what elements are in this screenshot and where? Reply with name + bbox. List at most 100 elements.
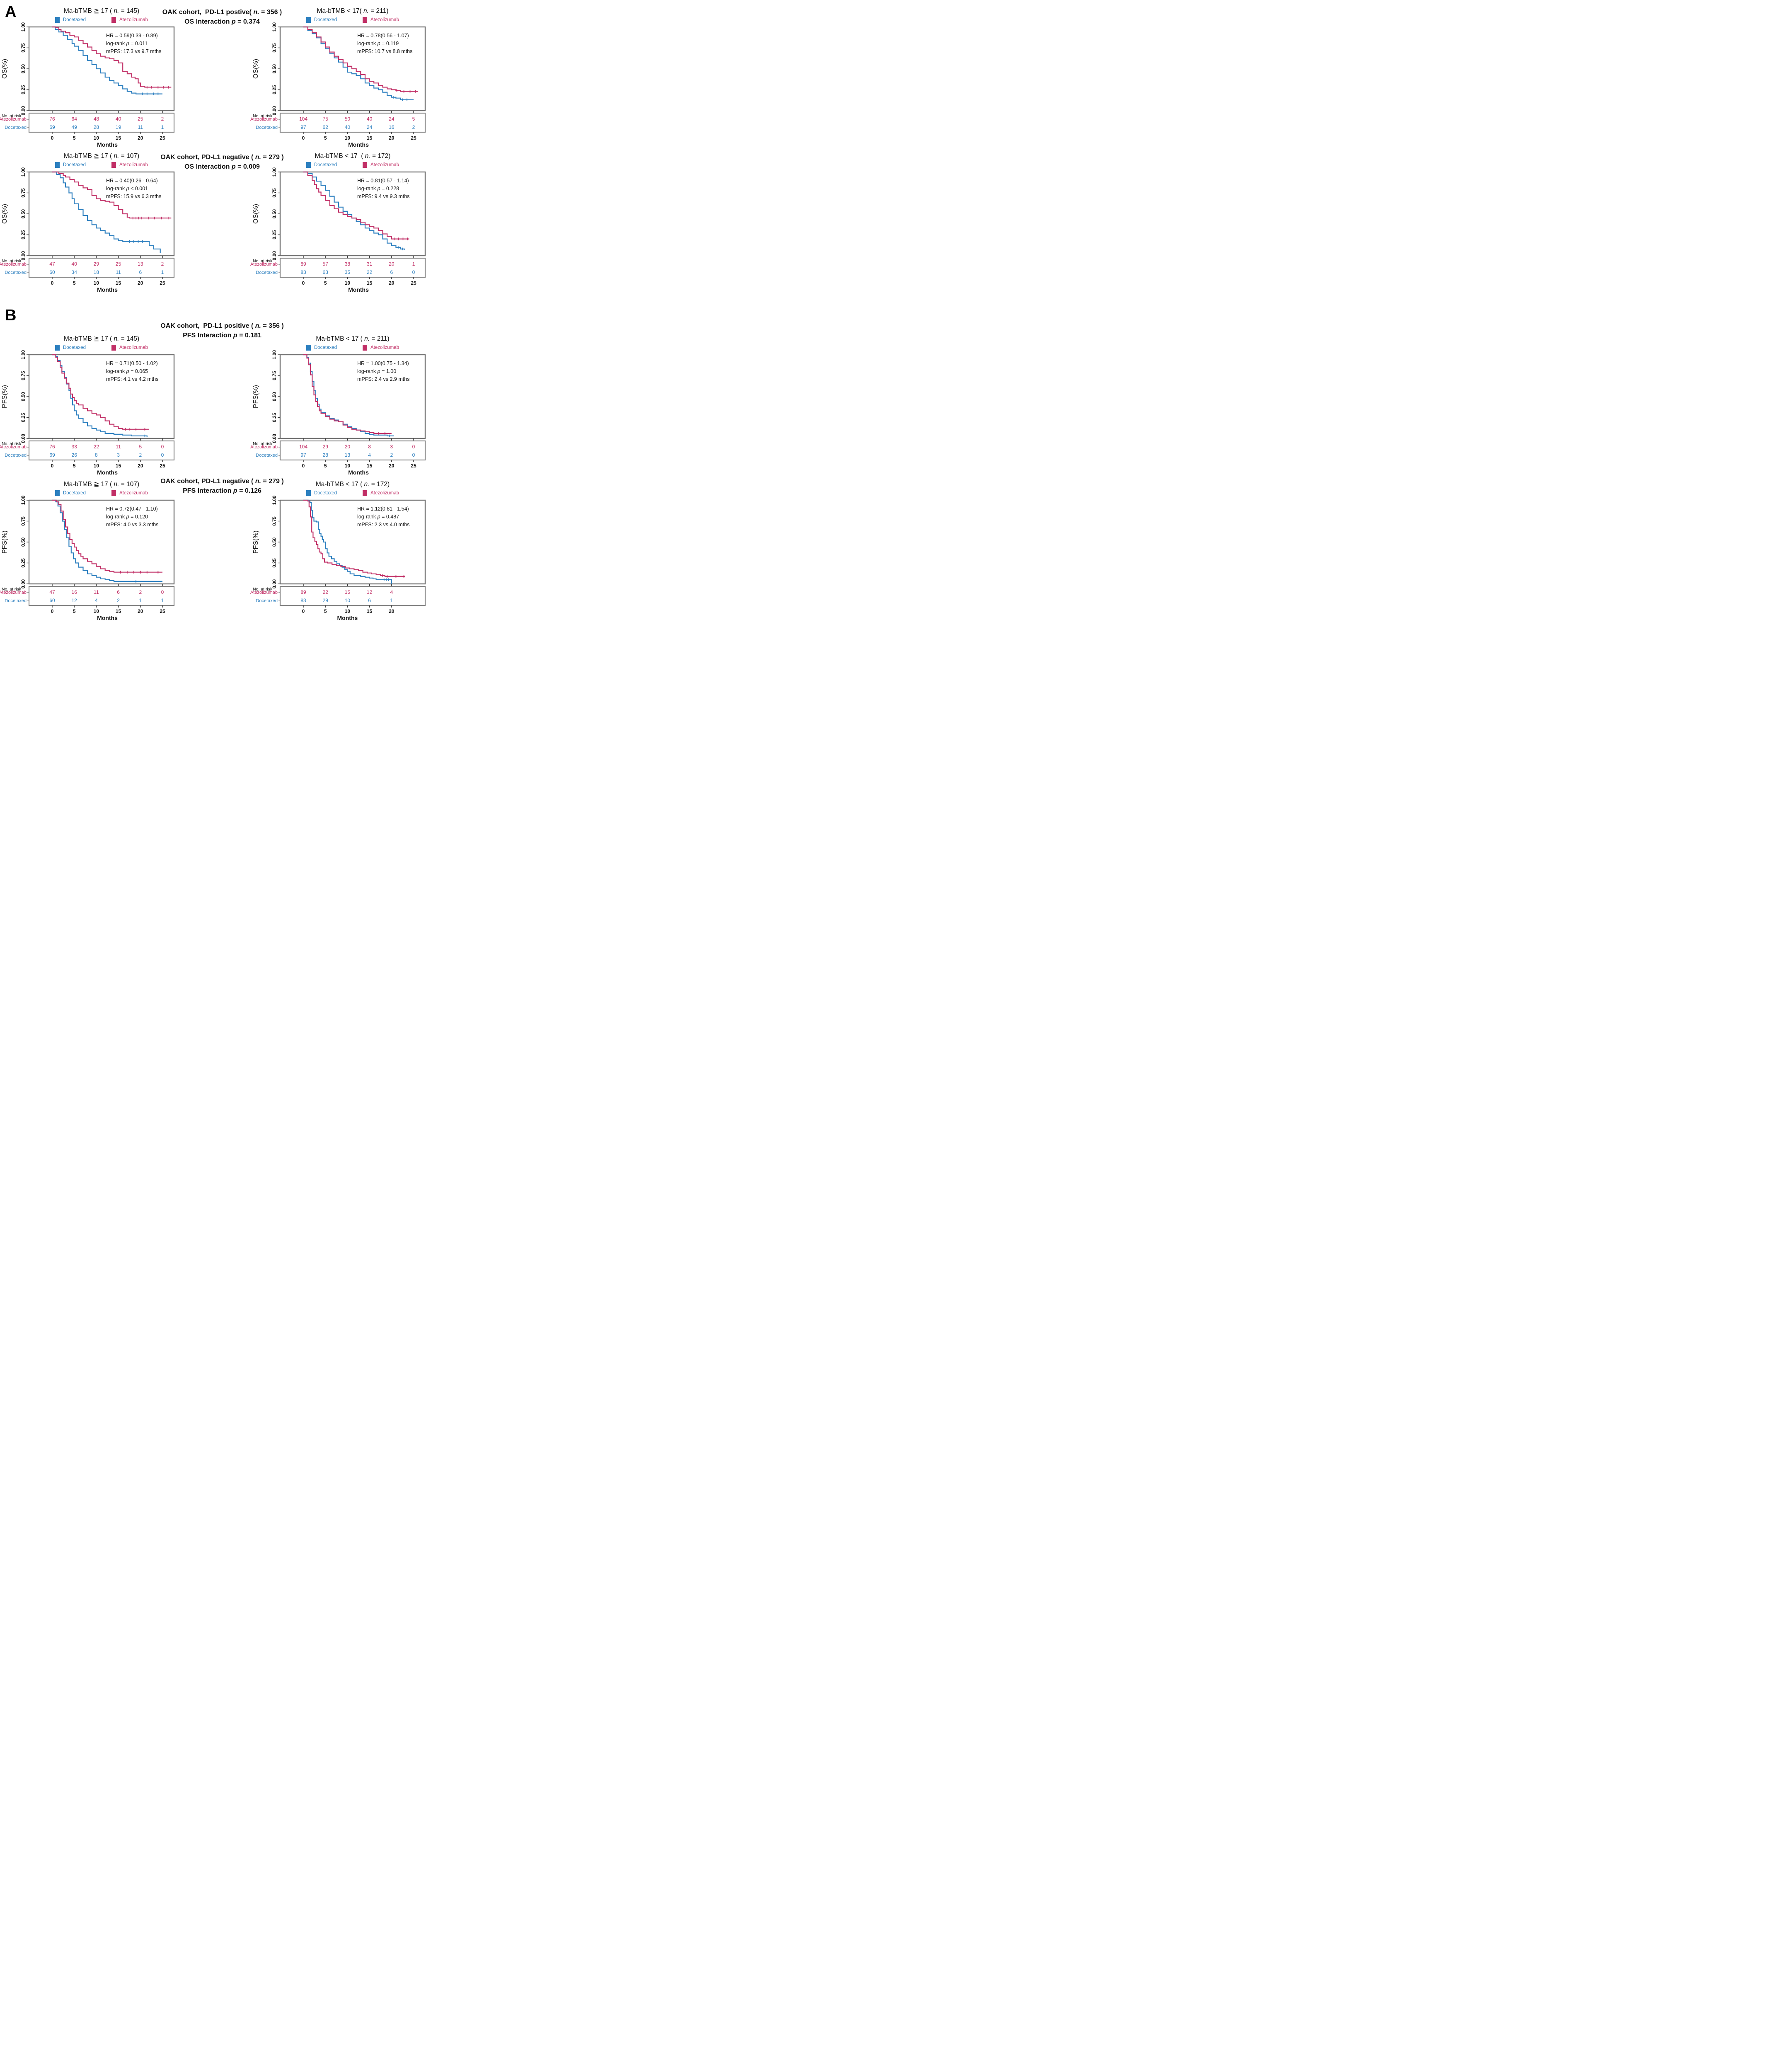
x-axis-label: Months (97, 469, 118, 476)
x-tick-label: 15 (116, 463, 121, 469)
x-tick-label: 20 (389, 135, 395, 141)
risk-count: 60 (49, 598, 55, 603)
no-at-risk-label: No. at risk (2, 114, 22, 119)
stats-text: mPFS: 2.3 vs 4.0 mths (357, 522, 409, 528)
stats-text: log-rank p = 0.119 (357, 41, 399, 46)
censor-mark-icon (387, 578, 390, 581)
legend-item-docetaxed: Docetaxed (306, 490, 337, 496)
km-plot-b1: 0.00 0.25 0.50 0.75 1.00 PFS(%) HR = 0.71(0.50… (0, 350, 175, 476)
risk-count: 5 (412, 116, 415, 122)
svg-text:0.25: 0.25 (272, 85, 277, 94)
risk-count: 26 (72, 452, 77, 458)
stats-text: mPFS: 2.4 vs 2.9 mths (357, 376, 409, 382)
risk-count: 11 (116, 269, 121, 275)
km-curve-docetaxed (52, 26, 162, 94)
x-tick-label: 10 (94, 463, 99, 469)
risk-count: 76 (49, 444, 55, 450)
censor-mark-icon (128, 428, 131, 431)
svg-text:0.00: 0.00 (21, 251, 26, 260)
x-tick-label: 25 (160, 135, 165, 141)
km-curve-atezolizumab (303, 354, 392, 434)
censor-mark-icon (139, 571, 142, 574)
stats-text: HR = 0.72(0.47 - 1.10) (106, 506, 158, 512)
x-tick-label: 0 (302, 280, 305, 286)
risk-count: 12 (367, 589, 373, 595)
km-panel-a3: Ma-bTMB ≧ 17 ( n. = 107) Docetaxed Atezoli… (0, 152, 222, 293)
x-tick-label: 25 (411, 135, 416, 141)
legend-label: Atezolizumab (119, 162, 148, 168)
x-tick-label: 0 (51, 463, 54, 469)
svg-text:0.50: 0.50 (272, 537, 277, 546)
km-plot-b4: 0.00 0.25 0.50 0.75 1.00 PFS(%) HR = 1.12(0.81… (250, 495, 426, 621)
km-plot-b3: 0.00 0.25 0.50 0.75 1.00 PFS(%) HR = 0.72(0.47… (0, 495, 175, 621)
svg-text:0.75: 0.75 (272, 188, 277, 197)
risk-count: 6 (390, 269, 393, 275)
km-curve-docetaxed (52, 354, 148, 437)
svg-text:0.00: 0.00 (21, 433, 26, 443)
legend-swatch-icon (111, 490, 116, 496)
stats-text: log-rank p = 0.065 (106, 368, 148, 374)
censor-mark-icon (409, 90, 412, 93)
risk-row-label-atezolizumab: Atezolizumab (250, 445, 278, 450)
risk-row-label-atezolizumab: Atezolizumab (0, 590, 27, 595)
svg-text:0.00: 0.00 (272, 106, 277, 115)
legend-label: Atezolizumab (370, 491, 399, 496)
legend-swatch-icon (362, 162, 367, 168)
risk-count: 47 (49, 589, 55, 595)
risk-count: 0 (161, 452, 164, 458)
risk-count: 15 (345, 589, 351, 595)
risk-count: 28 (94, 124, 99, 130)
censor-mark-icon (150, 85, 153, 89)
risk-count: 40 (116, 116, 121, 122)
risk-count: 8 (368, 444, 371, 450)
risk-count: 8 (95, 452, 98, 458)
stats-text: log-rank p = 0.011 (106, 41, 148, 46)
stats-text: log-rank p = 0.120 (106, 514, 148, 520)
risk-count: 1 (161, 269, 164, 275)
legend-label: Docetaxed (63, 491, 86, 496)
censor-mark-icon (406, 237, 409, 240)
censor-mark-icon (153, 216, 156, 219)
risk-count: 0 (161, 444, 164, 450)
x-tick-label: 20 (138, 608, 143, 614)
legend-swatch-icon (362, 17, 367, 23)
km-curve-docetaxed (303, 499, 392, 584)
risk-count: 19 (116, 124, 121, 130)
km-row-a1: OAK cohort, PD-L1 postive( n. = 356 ) OS … (0, 7, 444, 148)
svg-text:0.25: 0.25 (21, 85, 26, 94)
panel-title: Ma-bTMB < 17 ( n. = 172) (315, 481, 390, 488)
legend-item-docetaxed: Docetaxed (55, 345, 86, 351)
legend-item-atezolizumab: Atezolizumab (111, 162, 148, 168)
svg-text:1.00: 1.00 (21, 495, 26, 504)
x-tick-label: 15 (116, 608, 121, 614)
risk-row-label-docetaxed: Docetaxed (5, 270, 27, 275)
risk-count: 0 (412, 269, 415, 275)
risk-count: 0 (412, 444, 415, 450)
svg-text:0.75: 0.75 (21, 43, 26, 52)
risk-row-label-docetaxed: Docetaxed (256, 453, 278, 458)
risk-count: 97 (300, 452, 306, 458)
risk-count: 3 (117, 452, 120, 458)
x-tick-label: 0 (302, 608, 305, 614)
x-tick-label: 10 (94, 280, 99, 286)
km-curve-atezolizumab (303, 26, 418, 92)
x-tick-label: 5 (324, 135, 327, 141)
risk-count: 24 (367, 124, 373, 130)
risk-count: 0 (161, 589, 164, 595)
x-axis-label: Months (348, 141, 369, 148)
risk-count: 22 (367, 269, 373, 275)
legend-swatch-icon (306, 17, 311, 23)
stats-text: log-rank p = 0.228 (357, 186, 399, 191)
risk-count: 6 (117, 589, 120, 595)
svg-text:0.00: 0.00 (272, 433, 277, 443)
x-tick-label: 20 (138, 463, 143, 469)
risk-count: 4 (368, 452, 371, 458)
x-tick-label: 10 (345, 280, 351, 286)
y-axis-label: PFS(%) (252, 530, 259, 554)
risk-count: 13 (345, 452, 351, 458)
risk-row-label-atezolizumab: Atezolizumab (0, 117, 27, 122)
svg-text:0.25: 0.25 (21, 230, 26, 239)
risk-count: 1 (412, 261, 415, 267)
censor-mark-icon (401, 98, 404, 101)
risk-row-label-docetaxed: Docetaxed (256, 125, 278, 130)
